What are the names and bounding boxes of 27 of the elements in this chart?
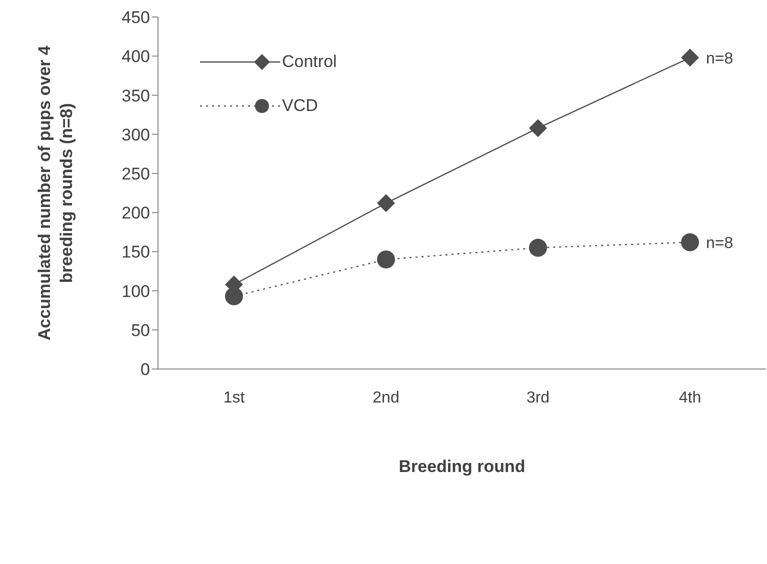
y-axis-title: Accumulated number of pups over 4 breeding rounds (n=8)	[35, 45, 76, 340]
y-tick-label: 150	[122, 242, 150, 262]
x-axis-title: Breeding round	[398, 457, 526, 476]
annotation: n=8	[706, 234, 734, 252]
x-tick-label: 4th	[678, 389, 702, 406]
point	[225, 287, 243, 306]
y-tick-label: 50	[131, 320, 150, 340]
x-tick-label: 1st	[223, 389, 246, 406]
legend-label: VCD	[282, 96, 318, 116]
point	[529, 238, 547, 257]
y-tick-label: 0	[140, 360, 150, 380]
y-tick-label: 300	[122, 125, 150, 144]
y-tick-label: 350	[122, 86, 150, 106]
y-tick-label: 400	[122, 47, 150, 66]
y-tick-label: 250	[122, 164, 150, 184]
y-tick-label: 100	[122, 282, 150, 301]
y-tick-label: 200	[122, 204, 150, 223]
point	[377, 194, 395, 212]
x-tick-label: 3rd	[526, 389, 550, 406]
point	[377, 250, 395, 268]
point	[681, 48, 699, 67]
point	[529, 119, 547, 138]
y-tick-label: 450	[122, 8, 150, 28]
point	[681, 233, 699, 252]
x-tick-label: 2nd	[372, 389, 400, 406]
annotation: n=8	[706, 50, 734, 68]
legend-label: Control	[282, 52, 337, 72]
